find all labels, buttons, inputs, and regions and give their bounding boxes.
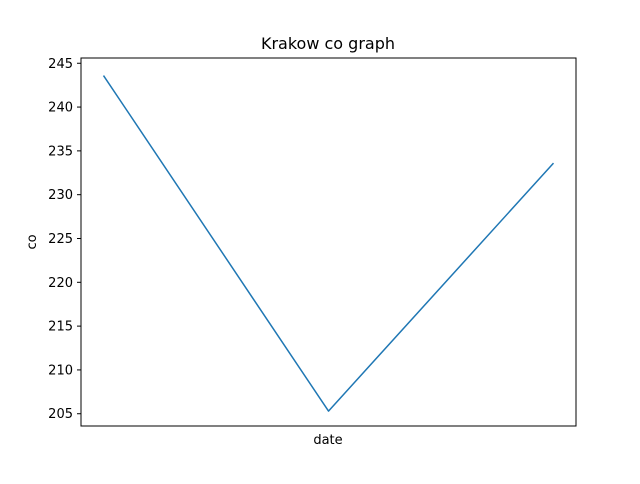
series-line <box>102 75 555 412</box>
y-axis: 205 210 215 220 225 230 235 240 245 <box>48 57 81 422</box>
y-axis-label: co <box>25 234 40 249</box>
x-axis-label: date <box>313 433 342 448</box>
y-tick-label: 240 <box>48 101 73 116</box>
series-layer <box>102 75 555 412</box>
y-tick-label: 205 <box>48 407 73 422</box>
plot-area <box>80 57 577 427</box>
y-tick-label: 245 <box>48 57 73 72</box>
y-tick-label: 230 <box>48 188 73 203</box>
y-tick-label: 235 <box>48 144 73 159</box>
y-tick-label: 215 <box>48 320 73 335</box>
y-tick-label: 225 <box>48 232 73 247</box>
y-tick-label: 220 <box>48 276 73 291</box>
chart-title: Krakow co graph <box>261 34 395 53</box>
y-tick-label: 210 <box>48 363 73 378</box>
